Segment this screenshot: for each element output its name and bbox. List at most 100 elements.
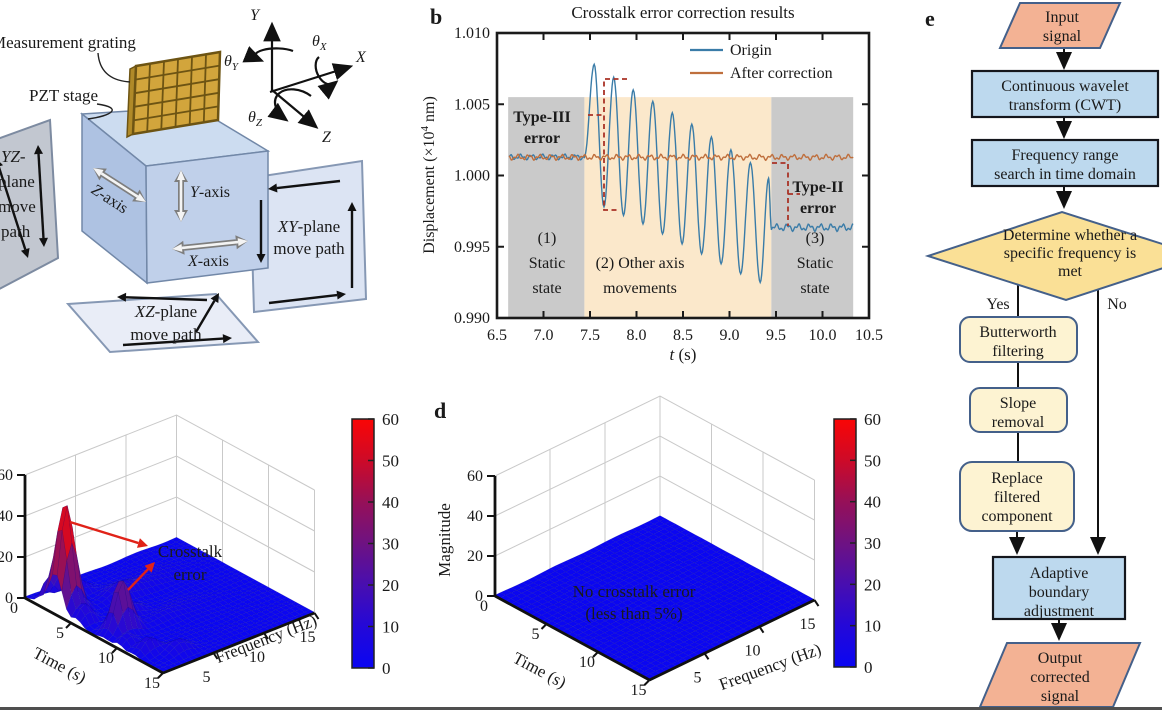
- crosstalk-error-annotation: Crosstalk error: [158, 542, 223, 584]
- flowchart-node-adaptive-boundary: Adaptive boundary adjustment: [991, 555, 1127, 621]
- svg-text:No crosstalk error: No crosstalk error: [573, 582, 696, 601]
- time-axis-title: Time (s): [30, 643, 90, 687]
- svg-text:5: 5: [56, 625, 64, 642]
- svg-text:0: 0: [864, 658, 873, 677]
- svg-text:Type-II: Type-II: [792, 179, 843, 196]
- x-axis-title: t (s): [670, 345, 697, 364]
- legend-label-origin: Origin: [730, 42, 772, 59]
- svg-text:Frequency range: Frequency range: [1011, 147, 1118, 164]
- svg-text:20: 20: [864, 575, 881, 594]
- svg-text:X: X: [355, 49, 367, 66]
- svg-text:met: met: [1058, 263, 1083, 280]
- svg-text:Replace: Replace: [991, 470, 1043, 487]
- y-axis-title: Displacement (×104 nm): [420, 96, 438, 254]
- svg-text:adjustment: adjustment: [1024, 603, 1095, 620]
- svg-text:move path: move path: [273, 239, 345, 258]
- svg-text:60: 60: [467, 468, 483, 485]
- theta-z-rotation-arrow: [267, 88, 312, 122]
- svg-text:state: state: [800, 280, 829, 297]
- svg-text:transform (CWT): transform (CWT): [1009, 97, 1121, 114]
- svg-text:60: 60: [0, 467, 13, 484]
- chart-title: Crosstalk error correction results: [571, 3, 794, 22]
- svg-text:Slope: Slope: [1000, 395, 1036, 412]
- x-tick-label: 6.5: [487, 327, 507, 344]
- svg-text:θX: θX: [312, 33, 328, 53]
- svg-text:XZ-plane: XZ-plane: [134, 302, 197, 321]
- svg-text:filtering: filtering: [992, 343, 1044, 360]
- error-annotations: Type-III error Type-II error: [513, 78, 844, 226]
- no-crosstalk-annotation: No crosstalk error (less than 5%): [573, 582, 696, 623]
- tick-labels: 0 5 10 15 5 10 15 0 20 40 60: [0, 467, 316, 692]
- flowchart-node-butterworth: Butterworth filtering: [959, 316, 1078, 363]
- svg-text:5: 5: [203, 669, 211, 686]
- svg-text:boundary: boundary: [1029, 584, 1089, 601]
- coordinate-triad: [242, 21, 354, 129]
- svg-text:Input: Input: [1045, 9, 1079, 26]
- svg-text:5: 5: [694, 669, 702, 686]
- y-tick-label: 0.995: [454, 239, 490, 256]
- magnitude-axis-title: Magnitude: [435, 503, 454, 577]
- series-origin: [508, 62, 854, 285]
- flowchart-node-frequency-search: Frequency range search in time domain: [970, 138, 1160, 188]
- flowchart-connectors: [1009, 48, 1106, 641]
- svg-text:10: 10: [745, 643, 761, 660]
- y-tick-label: 0.990: [454, 310, 490, 327]
- colorbar: 0 10 20 30 40 50 60: [833, 410, 881, 677]
- svg-text:40: 40: [382, 493, 399, 512]
- type-iii-bracket: [588, 78, 627, 211]
- svg-text:10: 10: [98, 650, 114, 667]
- panel-b-plot-area: 6.5 7.0 7.5 8.0 8.5 9.0 9.5 10.0 10.5 1.010 1.005 1…: [454, 25, 883, 344]
- y-tick-label: 1.010: [454, 25, 490, 42]
- svg-text:30: 30: [864, 534, 881, 553]
- svg-text:Z: Z: [322, 129, 332, 146]
- triad-z-axis-arrow: [271, 89, 319, 129]
- panel-c-surface-chart: 0 5 10 15 5 10 15 0 20 40 60 0 10 20 30 40 50 60 Time (s)…: [0, 410, 399, 692]
- svg-text:plane: plane: [0, 172, 35, 191]
- svg-text:0: 0: [382, 659, 391, 678]
- svg-text:10: 10: [382, 618, 399, 637]
- svg-text:Y: Y: [250, 7, 261, 24]
- yz-panel-label: YZ- plane move path: [0, 147, 36, 241]
- time-axis-title: Time (s): [510, 648, 570, 692]
- x-tick-label: 9.0: [720, 327, 740, 344]
- panel-b-letter: b: [430, 4, 442, 29]
- decision-no-label: No: [1107, 296, 1127, 313]
- tick-labels: 0 5 10 15 5 10 15 0 20 40 60: [467, 468, 816, 699]
- panel-d-plot-area: 0 5 10 15 5 10 15 0 20 40 60 0 10 20 30 40 50 60: [467, 395, 881, 699]
- svg-text:0: 0: [5, 590, 13, 607]
- svg-text:Static: Static: [797, 255, 833, 272]
- svg-text:15: 15: [800, 616, 816, 633]
- svg-text:60: 60: [864, 410, 881, 429]
- svg-text:(3): (3): [806, 230, 825, 247]
- decision-yes-label: Yes: [986, 296, 1009, 313]
- svg-text:0: 0: [10, 600, 18, 617]
- frequency-axis-title: Frequency (Hz): [717, 640, 824, 695]
- pzt-stage-label: PZT stage: [29, 86, 98, 105]
- flowchart-node-cwt: Continuous wavelet transform (CWT): [970, 69, 1160, 119]
- svg-text:filtered: filtered: [994, 489, 1040, 506]
- svg-text:move path: move path: [130, 325, 202, 344]
- type-ii-bracket: [772, 162, 800, 226]
- svg-text:removal: removal: [992, 414, 1045, 431]
- panel-d-surface-chart: 0 5 10 15 5 10 15 0 20 40 60 0 10 20 30 40 50 60 d Magnit…: [434, 395, 881, 699]
- axes: [23, 475, 316, 675]
- svg-text:search in time domain: search in time domain: [994, 166, 1136, 183]
- grating-pointer-line: [97, 52, 131, 83]
- svg-text:10: 10: [249, 649, 265, 666]
- svg-text:XY-plane: XY-plane: [277, 217, 340, 236]
- svg-text:(less than 5%): (less than 5%): [585, 604, 682, 623]
- svg-text:(2) Other axis: (2) Other axis: [596, 255, 685, 272]
- svg-text:15: 15: [144, 675, 160, 692]
- panel-a-diagram: Measurement grating PZT stage Z-axis Y-a…: [0, 7, 368, 354]
- svg-text:20: 20: [467, 548, 483, 565]
- svg-text:Type-III: Type-III: [513, 109, 571, 126]
- flowchart-node-decision: Determine whether a specific frequency i…: [924, 210, 1162, 302]
- series-after-correction: [508, 153, 854, 162]
- svg-text:path: path: [1, 222, 31, 241]
- svg-text:10: 10: [579, 654, 595, 671]
- svg-text:Static: Static: [529, 255, 565, 272]
- crosstalk-arrows: [69, 520, 155, 591]
- theta-y-rotation-arrow: [242, 46, 294, 63]
- svg-text:Crosstalk: Crosstalk: [158, 542, 223, 561]
